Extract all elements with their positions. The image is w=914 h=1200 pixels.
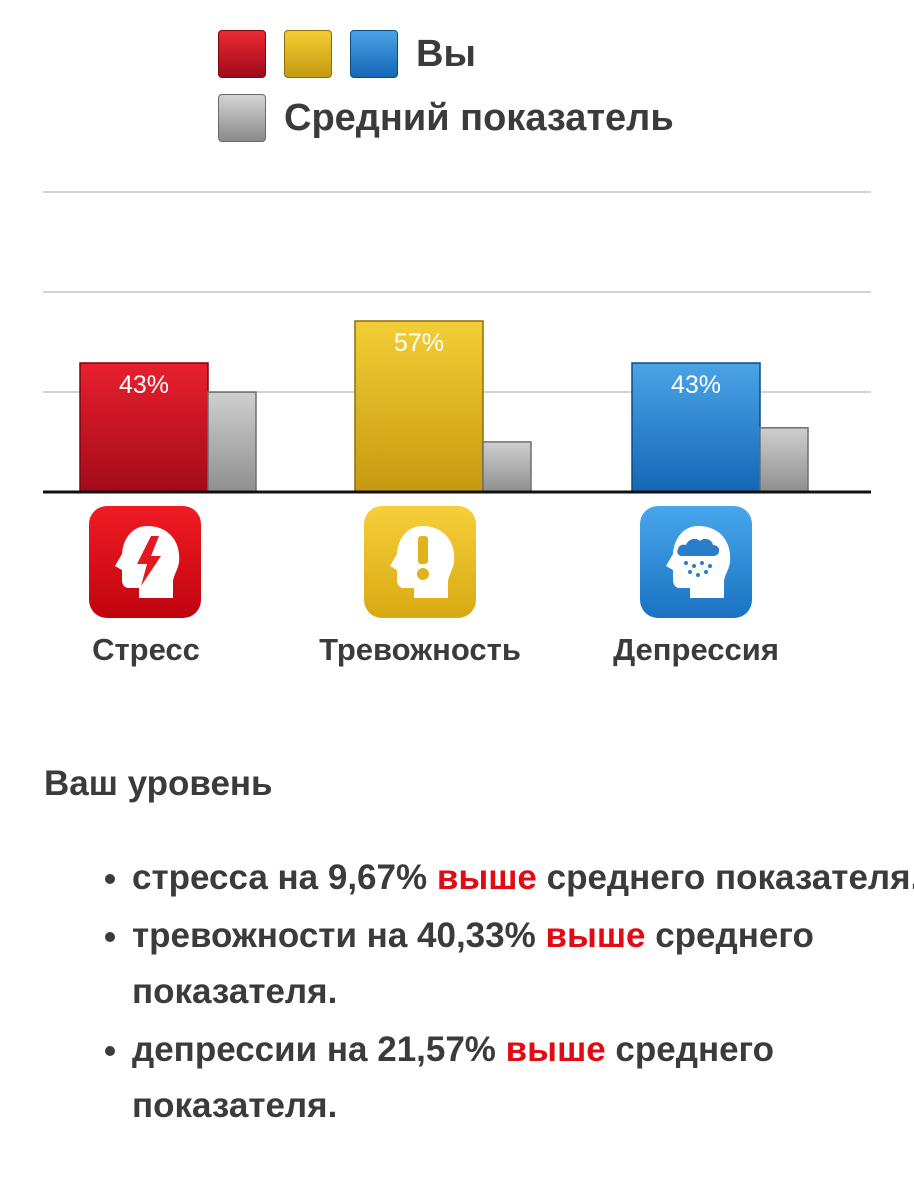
summary-item-text: среднего показателя. <box>132 916 814 1011</box>
chart-legend: Вы Средний показатель <box>218 28 674 156</box>
anxiety-head-exclamation-icon <box>364 506 476 618</box>
legend-swatch-yellow <box>284 30 332 78</box>
summary-item-highlight: выше <box>505 1030 606 1069</box>
summary-list: стресса на 9,67% выше среднего показател… <box>84 850 914 1136</box>
legend-you-label: Вы <box>416 32 476 75</box>
legend-you: Вы <box>218 28 674 80</box>
summary-item-text: среднего показателя. <box>132 1030 775 1125</box>
legend-average-label: Средний показатель <box>284 96 674 139</box>
bar-you-anxiety <box>354 320 484 493</box>
summary-item-text: среднего показателя. <box>536 858 914 897</box>
summary-item-depression: депрессии на 21,57% выше среднего показа… <box>132 1022 914 1134</box>
legend-swatch-red <box>218 30 266 78</box>
legend-swatch-gray <box>218 94 266 142</box>
stress-head-lightning-icon <box>89 506 201 618</box>
depression-head-raincloud-icon <box>640 506 752 618</box>
summary-title: Ваш уровень <box>44 764 273 803</box>
bar-label-stress: 43% <box>119 371 169 399</box>
summary-item-highlight: выше <box>436 858 537 897</box>
bar-label-depression: 43% <box>671 371 721 399</box>
summary-item-stress: стресса на 9,67% выше среднего показател… <box>132 850 914 906</box>
summary-item-text: тревожности на 40,33% <box>132 916 546 955</box>
bar-you-depression <box>631 362 761 493</box>
summary-item-highlight: выше <box>545 916 646 955</box>
legend-average: Средний показатель <box>218 92 674 144</box>
bar-chart: 43% 57% 43% <box>43 191 871 494</box>
category-label-depression: Депрессия <box>613 632 779 667</box>
bar-average-anxiety <box>482 441 532 493</box>
chart-bars: 43% 57% 43% <box>79 320 809 493</box>
summary-item-text: стресса на 9,67% <box>132 858 437 897</box>
bar-you-stress <box>79 362 209 493</box>
summary-item-anxiety: тревожности на 40,33% выше среднего пока… <box>132 908 914 1020</box>
bar-average-stress <box>207 391 257 493</box>
bar-average-depression <box>759 427 809 493</box>
summary-item-text: депрессии на 21,57% <box>132 1030 506 1069</box>
bar-label-anxiety: 57% <box>394 329 444 357</box>
legend-swatch-blue <box>350 30 398 78</box>
category-label-stress: Стресс <box>92 632 200 667</box>
category-label-anxiety: Тревожность <box>319 632 521 667</box>
